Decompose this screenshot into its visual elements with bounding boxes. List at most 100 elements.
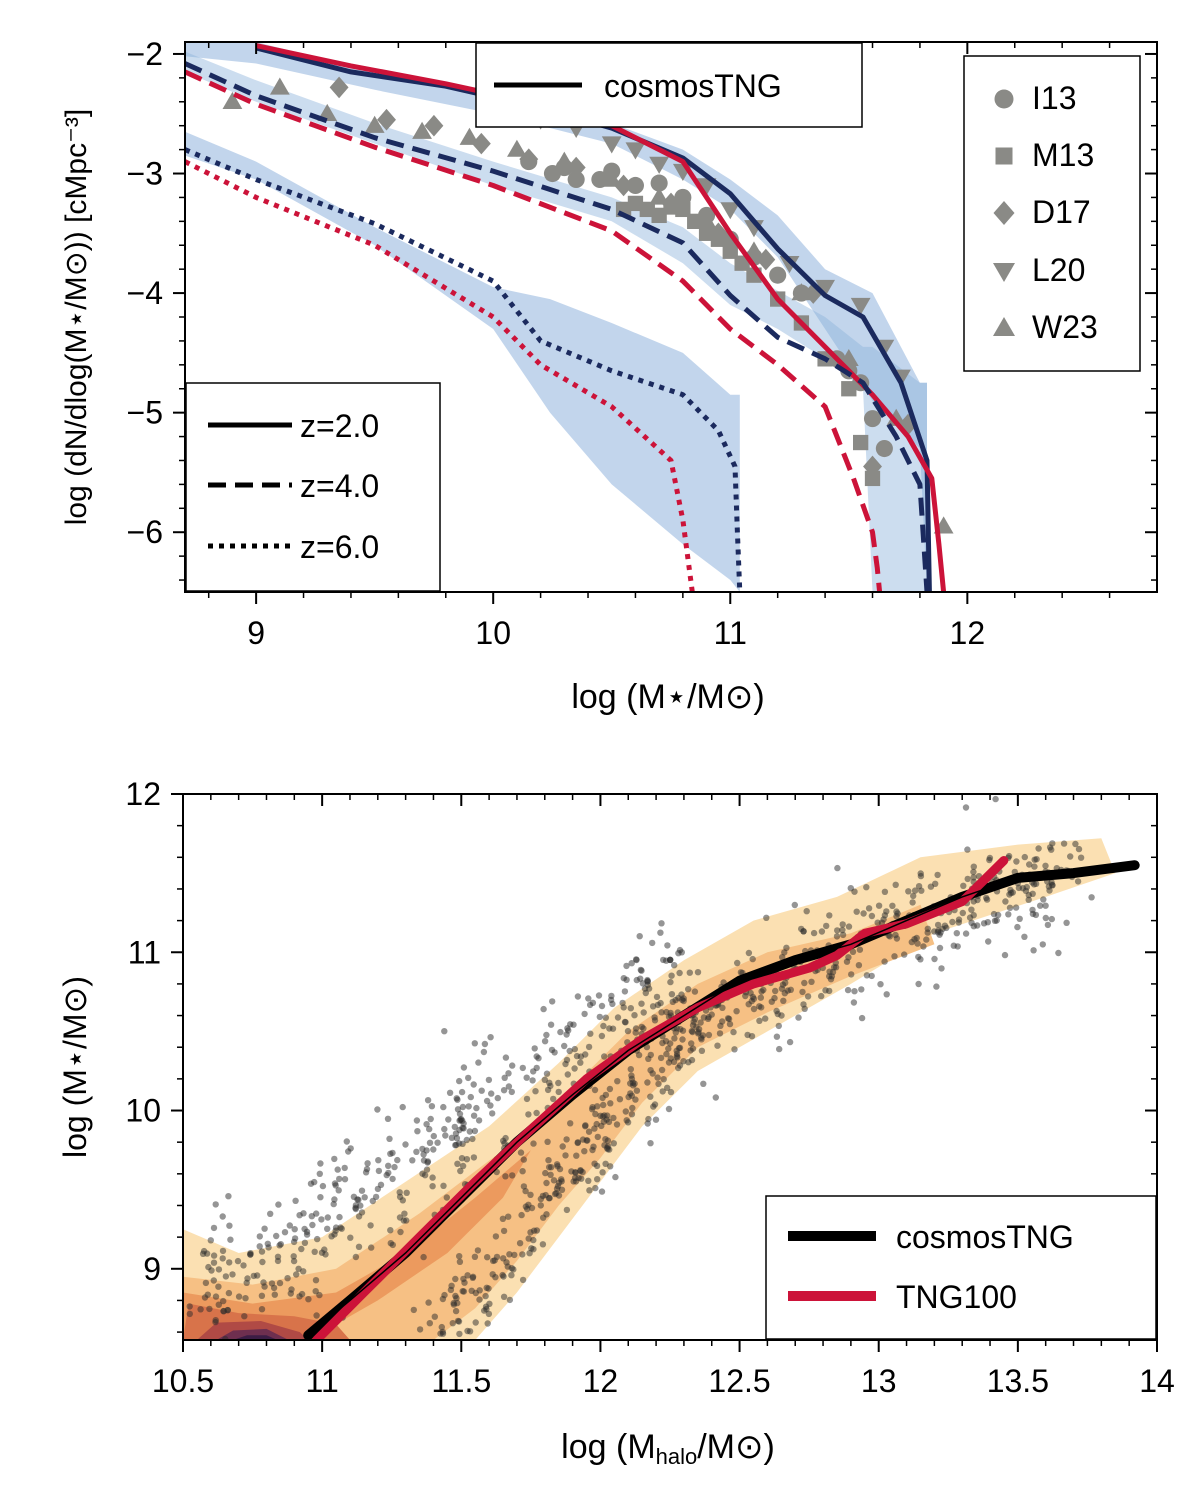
galaxy-point: [443, 1194, 450, 1201]
x-tick-label-b: 12: [583, 1363, 619, 1399]
galaxy-point: [317, 1160, 324, 1167]
galaxy-point: [893, 908, 900, 915]
galaxy-point: [933, 983, 940, 990]
galaxy-point: [1046, 887, 1053, 894]
galaxy-point: [456, 1253, 463, 1260]
galaxy-point: [749, 955, 756, 963]
galaxy-point: [893, 913, 900, 920]
galaxy-point: [714, 1042, 721, 1049]
galaxy-point: [1075, 845, 1083, 853]
galaxy-point: [386, 1135, 393, 1143]
galaxy-point: [698, 1034, 705, 1041]
galaxy-point: [985, 938, 992, 945]
galaxy-point: [481, 1040, 489, 1048]
galaxy-point: [423, 1121, 430, 1128]
galaxy-point: [460, 1275, 467, 1283]
galaxy-point: [551, 1049, 558, 1056]
galaxy-point: [658, 920, 665, 927]
galaxy-point: [475, 1117, 483, 1124]
galaxy-point: [509, 1062, 516, 1069]
galaxy-point: [775, 1022, 782, 1030]
obs-point-i13: [567, 170, 585, 189]
galaxy-point: [550, 1177, 558, 1184]
galaxy-point: [966, 914, 974, 921]
galaxy-point: [472, 1289, 479, 1297]
galaxy-point: [644, 976, 651, 984]
galaxy-point: [544, 1138, 551, 1146]
galaxy-point: [541, 1038, 549, 1045]
galaxy-point: [290, 1253, 297, 1260]
galaxy-point: [1016, 915, 1023, 922]
obs-point-m13: [639, 201, 655, 218]
galaxy-point: [712, 1094, 719, 1101]
galaxy-point: [637, 966, 644, 974]
galaxy-point: [440, 1103, 447, 1111]
obs-point-l20: [649, 156, 670, 174]
legend-obs-w23: W23: [1032, 309, 1098, 345]
galaxy-point: [426, 1320, 433, 1327]
y-axis-label-b: log (M⋆/M⊙): [57, 976, 93, 1158]
galaxy-point: [482, 1303, 490, 1310]
galaxy-point: [628, 1075, 636, 1083]
galaxy-point: [1046, 844, 1054, 851]
galaxy-point: [744, 1031, 751, 1039]
obs-point-m13: [853, 434, 869, 451]
x-tick-label-b: 13.5: [987, 1363, 1049, 1399]
galaxy-point: [387, 1227, 394, 1234]
galaxy-point: [877, 981, 884, 988]
galaxy-points: [186, 795, 1095, 1340]
galaxy-point: [428, 1103, 436, 1110]
x-axis-label-a: log (M⋆/M⊙): [571, 678, 764, 716]
galaxy-point: [522, 1187, 529, 1195]
galaxy-point: [778, 985, 786, 992]
galaxy-point: [202, 1279, 210, 1287]
galaxy-point: [413, 1117, 421, 1124]
obs-point-l20: [625, 142, 646, 160]
galaxy-point: [621, 988, 629, 995]
galaxy-point: [679, 1036, 686, 1043]
galaxy-point: [539, 1241, 547, 1248]
galaxy-point: [667, 1088, 675, 1096]
galaxy-point: [502, 1054, 510, 1061]
obs-point-d17: [329, 76, 349, 99]
galaxy-point: [242, 1295, 249, 1302]
galaxy-point: [311, 1178, 318, 1186]
galaxy-point: [504, 1263, 511, 1270]
galaxy-point: [757, 994, 764, 1001]
galaxy-point: [571, 1045, 578, 1053]
galaxy-point: [598, 1032, 606, 1040]
galaxy-point: [664, 1084, 671, 1092]
galaxy-point: [670, 1058, 678, 1066]
galaxy-point: [541, 1076, 548, 1084]
galaxy-point: [475, 1059, 482, 1066]
galaxy-point: [858, 986, 865, 993]
galaxy-point: [458, 1155, 466, 1162]
galaxy-point: [691, 988, 699, 995]
galaxy-point: [771, 994, 778, 1002]
obs-point-m13: [722, 243, 738, 259]
galaxy-point: [868, 912, 876, 920]
galaxy-point: [308, 1213, 315, 1220]
galaxy-point: [506, 1251, 513, 1258]
galaxy-point: [454, 1160, 461, 1168]
galaxy-point: [284, 1275, 291, 1282]
galaxy-point: [645, 1055, 652, 1063]
galaxy-point: [654, 1001, 662, 1009]
galaxy-point: [745, 949, 753, 957]
galaxy-point: [354, 1196, 361, 1203]
galaxy-point: [465, 1074, 472, 1082]
galaxy-point: [276, 1279, 284, 1287]
galaxy-point: [716, 1030, 724, 1037]
galaxy-point: [663, 1050, 670, 1058]
galaxy-point: [601, 1053, 608, 1060]
galaxy-point: [731, 1046, 738, 1053]
galaxy-point: [1037, 902, 1044, 909]
galaxy-point: [220, 1297, 227, 1305]
galaxy-point: [799, 988, 806, 996]
galaxy-point: [677, 1026, 684, 1033]
obs-point-w23: [744, 241, 764, 259]
x-label-b-pre: log (M: [561, 1428, 655, 1466]
axes-a: 9 10 11 12 −6 −5 −4 −3 −2: [127, 36, 1157, 651]
galaxy-point: [423, 1147, 430, 1154]
